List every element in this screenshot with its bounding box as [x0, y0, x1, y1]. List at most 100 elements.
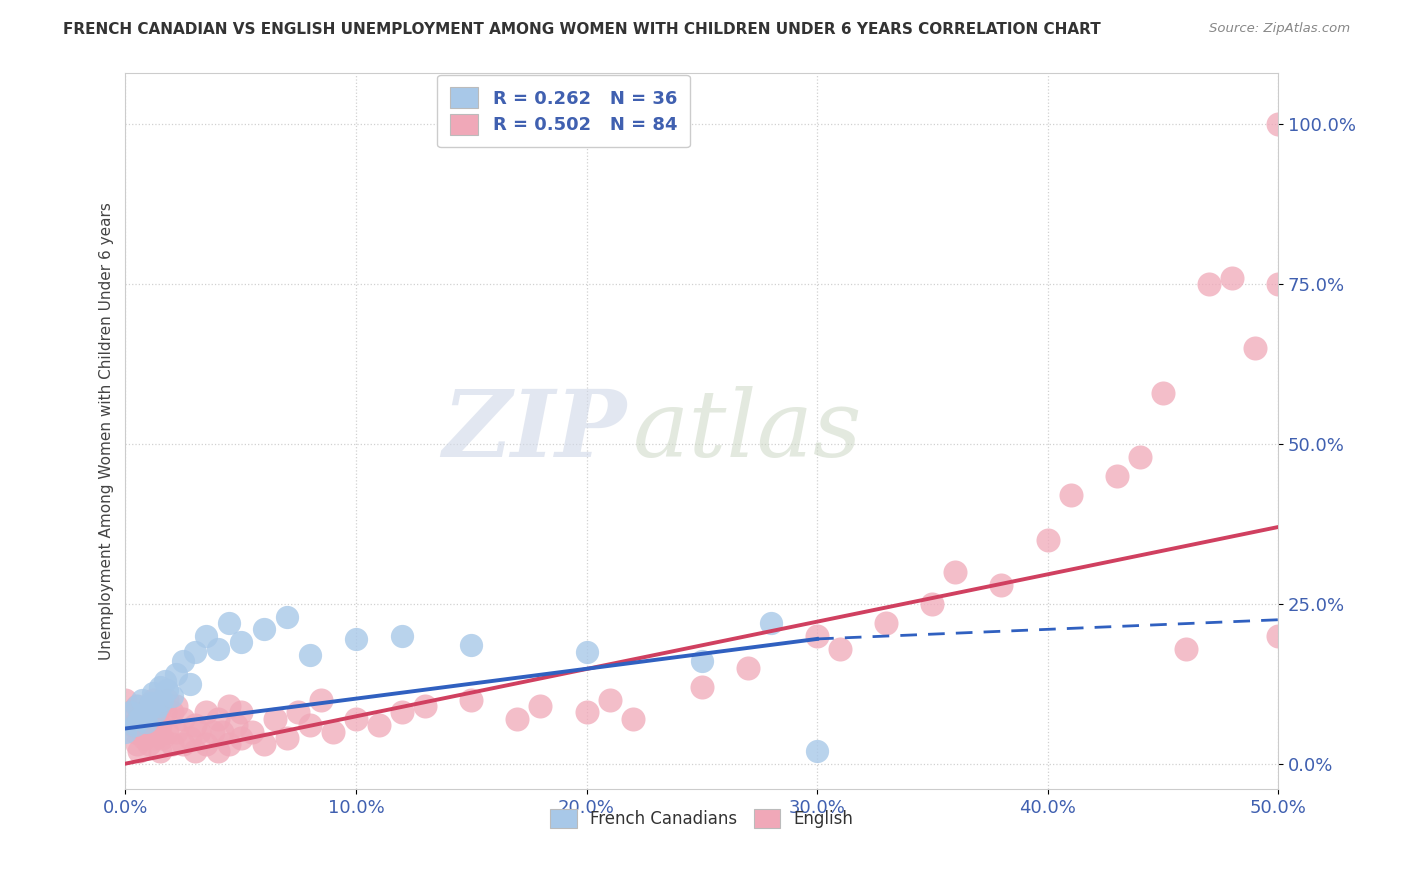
Point — [460, 638, 482, 652]
Point — [114, 692, 136, 706]
Point — [229, 706, 252, 720]
Point — [413, 699, 436, 714]
Point — [132, 708, 155, 723]
Point — [1244, 341, 1267, 355]
Point — [218, 738, 240, 752]
Point — [160, 690, 183, 704]
Point — [506, 712, 529, 726]
Point — [1174, 641, 1197, 656]
Point — [211, 724, 233, 739]
Point — [207, 744, 229, 758]
Point — [139, 696, 162, 710]
Point — [195, 706, 218, 720]
Point — [150, 731, 173, 745]
Point — [921, 597, 943, 611]
Point — [179, 731, 201, 745]
Point — [183, 718, 205, 732]
Text: Source: ZipAtlas.com: Source: ZipAtlas.com — [1209, 22, 1350, 36]
Point — [131, 692, 153, 706]
Point — [145, 731, 167, 745]
Point — [737, 661, 759, 675]
Point — [125, 738, 148, 752]
Point — [124, 724, 146, 739]
Point — [1267, 117, 1289, 131]
Text: ZIP: ZIP — [443, 386, 627, 476]
Point — [142, 724, 165, 739]
Point — [875, 615, 897, 630]
Point — [131, 718, 153, 732]
Point — [276, 609, 298, 624]
Point — [225, 718, 247, 732]
Point — [156, 683, 179, 698]
Point — [1036, 533, 1059, 547]
Legend: French Canadians, English: French Canadians, English — [543, 802, 860, 835]
Point — [1220, 270, 1243, 285]
Text: atlas: atlas — [633, 386, 862, 476]
Point — [149, 680, 172, 694]
Point — [132, 706, 155, 720]
Point — [128, 712, 150, 726]
Point — [153, 673, 176, 688]
Point — [146, 699, 169, 714]
Point — [172, 712, 194, 726]
Point — [139, 712, 162, 726]
Point — [460, 692, 482, 706]
Point — [156, 692, 179, 706]
Point — [188, 724, 211, 739]
Point — [165, 667, 187, 681]
Point — [990, 577, 1012, 591]
Point — [138, 738, 160, 752]
Point — [207, 712, 229, 726]
Point — [1152, 385, 1174, 400]
Point — [1129, 450, 1152, 464]
Point — [344, 712, 367, 726]
Point — [575, 645, 598, 659]
Point — [1267, 629, 1289, 643]
Point — [806, 744, 828, 758]
Point — [690, 680, 713, 694]
Point — [298, 718, 321, 732]
Point — [183, 645, 205, 659]
Point — [145, 706, 167, 720]
Point — [218, 699, 240, 714]
Point — [621, 712, 644, 726]
Point — [121, 718, 143, 732]
Point — [806, 629, 828, 643]
Point — [690, 654, 713, 668]
Point — [146, 706, 169, 720]
Point — [124, 718, 146, 732]
Point — [218, 615, 240, 630]
Point — [322, 724, 344, 739]
Point — [1198, 277, 1220, 291]
Point — [125, 699, 148, 714]
Point — [142, 686, 165, 700]
Point — [368, 718, 391, 732]
Point — [207, 641, 229, 656]
Point — [183, 744, 205, 758]
Point — [276, 731, 298, 745]
Point — [575, 706, 598, 720]
Point — [156, 724, 179, 739]
Point — [114, 724, 136, 739]
Point — [149, 744, 172, 758]
Point — [160, 738, 183, 752]
Point — [165, 724, 187, 739]
Y-axis label: Unemployment Among Women with Children Under 6 years: Unemployment Among Women with Children U… — [100, 202, 114, 660]
Point — [391, 629, 413, 643]
Point — [253, 623, 276, 637]
Point — [150, 692, 173, 706]
Point — [165, 699, 187, 714]
Point — [128, 744, 150, 758]
Point — [229, 731, 252, 745]
Point — [172, 738, 194, 752]
Point — [195, 629, 218, 643]
Point — [264, 712, 287, 726]
Point — [135, 714, 157, 729]
Point — [240, 724, 263, 739]
Point — [135, 724, 157, 739]
Point — [344, 632, 367, 646]
Point — [287, 706, 309, 720]
Point — [1105, 468, 1128, 483]
Point — [138, 702, 160, 716]
Point — [298, 648, 321, 662]
